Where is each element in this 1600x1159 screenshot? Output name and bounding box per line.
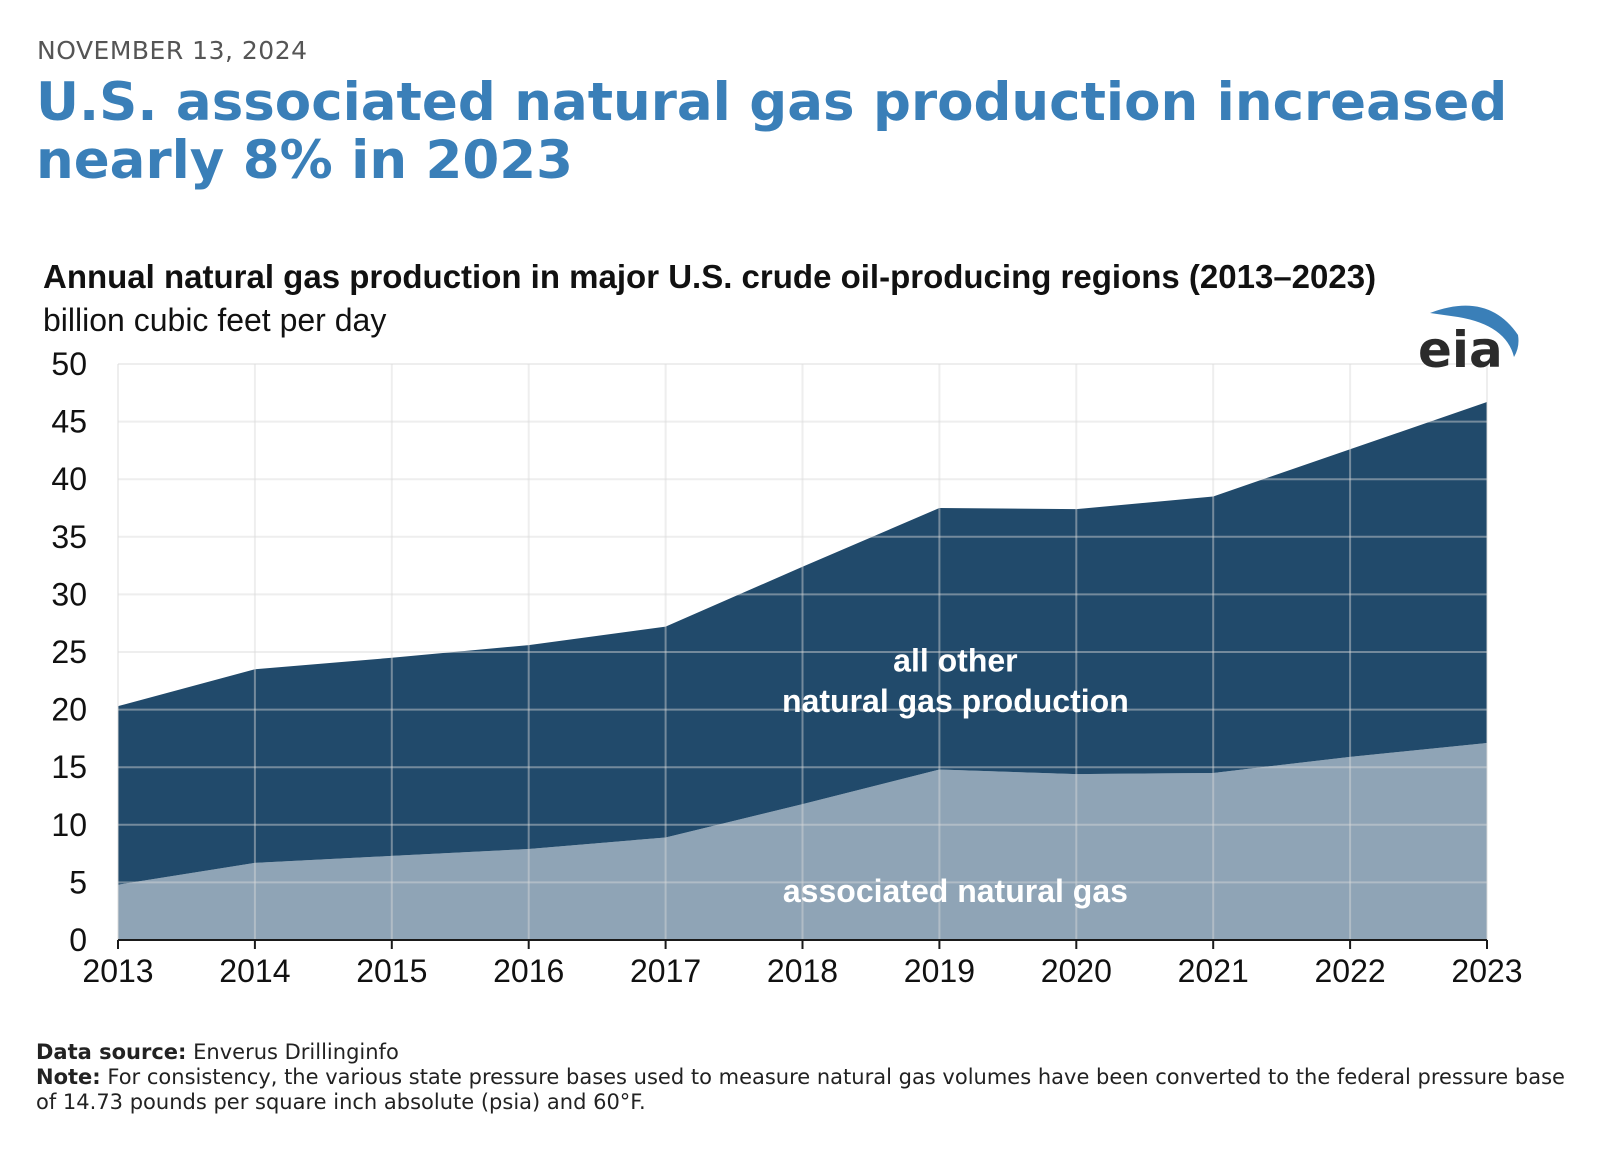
x-tick-label: 2013 — [82, 953, 153, 989]
note-line: Note: For consistency, the various state… — [36, 1065, 1576, 1115]
x-tick-label: 2022 — [1315, 953, 1386, 989]
publication-date: NOVEMBER 13, 2024 — [37, 36, 308, 65]
note-label: Note: — [36, 1065, 101, 1089]
y-tick-label: 50 — [51, 346, 87, 382]
y-tick-label: 35 — [51, 519, 87, 555]
x-tick-label: 2018 — [767, 953, 838, 989]
data-source-line: Data source: Enverus Drillinginfo — [36, 1040, 1576, 1065]
y-tick-label: 0 — [69, 922, 87, 958]
source-notes: Data source: Enverus Drillinginfo Note: … — [36, 1040, 1576, 1115]
x-tick-label: 2023 — [1451, 953, 1522, 989]
data-source-text: Enverus Drillinginfo — [193, 1040, 399, 1064]
x-tick-label: 2019 — [904, 953, 975, 989]
series-label-2: natural gas production — [782, 683, 1129, 719]
logo-arc — [1430, 305, 1519, 357]
series-label-1: associated natural gas — [783, 873, 1128, 909]
x-tick-label: 2021 — [1178, 953, 1249, 989]
area-chart: 0 5 10 15 20 25 30 35 40 45 50 2013 2014 2015 2016 2017… — [51, 346, 1522, 989]
x-tick-label: 2014 — [219, 953, 290, 989]
area-series-1 — [118, 743, 1487, 940]
y-tick-label: 30 — [51, 576, 87, 612]
y-tick-label: 40 — [51, 461, 87, 497]
chart-title: Annual natural gas production in major U… — [43, 258, 1377, 295]
data-source-label: Data source: — [36, 1040, 187, 1064]
eia-logo-icon: eia — [1418, 305, 1519, 379]
x-tick-label: 2020 — [1041, 953, 1112, 989]
x-tick-label: 2016 — [493, 953, 564, 989]
y-tick-label: 20 — [51, 692, 87, 728]
note-text: For consistency, the various state press… — [36, 1065, 1565, 1114]
y-tick-label: 45 — [51, 404, 87, 440]
y-tick-label: 5 — [69, 864, 87, 900]
x-tick-label: 2015 — [356, 953, 427, 989]
logo-text: eia — [1418, 321, 1503, 379]
y-tick-label: 10 — [51, 807, 87, 843]
x-tick-label: 2017 — [630, 953, 701, 989]
area-series-2 — [118, 402, 1487, 885]
series-label-2: all other — [893, 643, 1017, 679]
y-tick-label: 25 — [51, 634, 87, 670]
chart-units: billion cubic feet per day — [43, 302, 387, 338]
headline: U.S. associated natural gas production i… — [36, 72, 1508, 191]
y-tick-label: 15 — [51, 749, 87, 785]
